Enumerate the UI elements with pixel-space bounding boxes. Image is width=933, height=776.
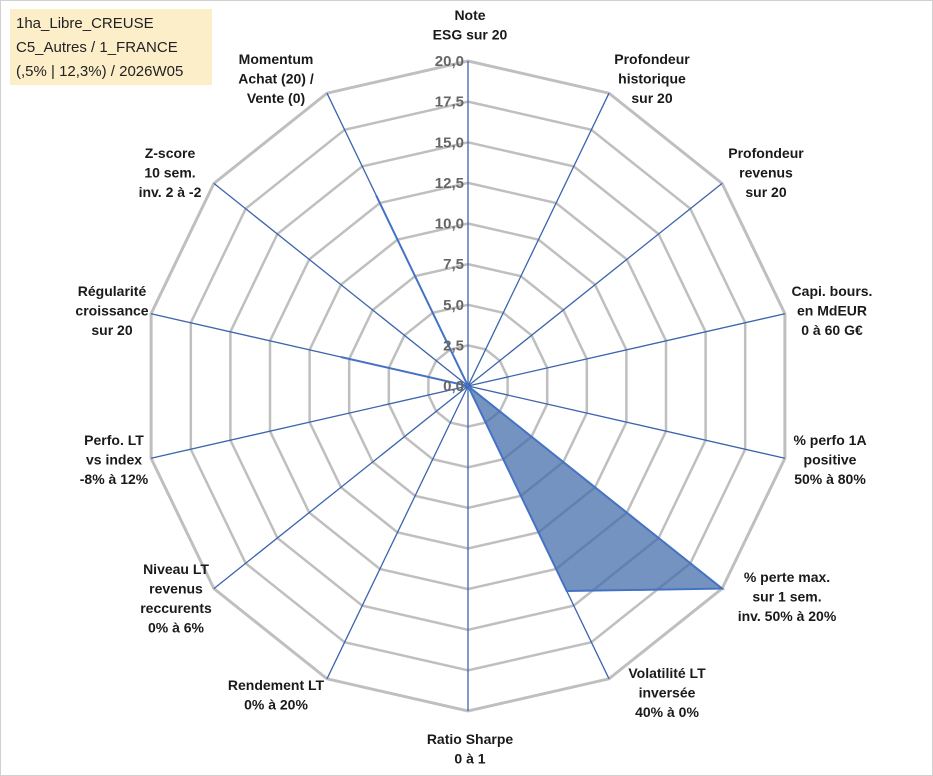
axis-label: Volatilité LT inversée 40% à 0% — [628, 665, 706, 720]
radar-spoke — [467, 92, 610, 387]
radar-spoke — [326, 385, 469, 680]
axis-label: Z-score 10 sem. inv. 2 à -2 — [139, 145, 202, 200]
tick-label: 7,5 — [443, 256, 464, 273]
chart-info-box: 1ha_Libre_CREUSE C5_Autres / 1_FRANCE (,… — [10, 9, 212, 85]
axis-label: Régularité croissance sur 20 — [75, 283, 148, 338]
axis-label: Capi. bours. en MdEUR 0 à 60 G€ — [792, 283, 873, 338]
tick-label: 15,0 — [435, 134, 464, 151]
radar-spoke — [467, 385, 786, 459]
series-point — [721, 587, 723, 590]
axis-label: Profondeur historique sur 20 — [614, 51, 690, 106]
axis-label: Momentum Achat (20) / Vente (0) — [238, 51, 314, 106]
radar-spoke — [213, 385, 469, 590]
axis-label: Ratio Sharpe 0 à 1 — [427, 731, 514, 767]
radar-spoke — [467, 313, 786, 387]
axis-label: % perfo 1A positive 50% à 80% — [793, 432, 866, 487]
radar-spoke — [467, 182, 723, 387]
tick-label: 12,5 — [435, 175, 464, 192]
series-point — [467, 385, 469, 387]
tick-label: 17,5 — [435, 94, 464, 111]
tick-label: 10,0 — [435, 216, 464, 233]
info-line-2: C5_Autres / 1_FRANCE — [16, 39, 178, 56]
series-point — [565, 590, 568, 592]
axis-label: Perfo. LT vs index -8% à 12% — [80, 432, 149, 487]
info-line-1: 1ha_Libre_CREUSE — [16, 15, 154, 32]
tick-label: 2,5 — [443, 337, 464, 354]
radar-spoke — [150, 385, 469, 459]
axis-labels: Note ESG sur 20 Profondeur historique sur 20… — [75, 7, 872, 767]
axis-label: Profondeur revenus sur 20 — [728, 145, 804, 200]
radar-series — [340, 194, 725, 593]
axis-label: % perte max. sur 1 sem. inv. 50% à 20% — [738, 569, 837, 624]
info-line-3: (,5% | 12,3%) / 2026W05 — [16, 63, 184, 80]
radar-spoke — [213, 182, 469, 387]
axis-label: Rendement LT 0% à 20% — [228, 677, 325, 713]
radial-tick-labels: 0,0 2,5 5,0 7,5 10,0 12,5 15,0 17,5 20,0 — [435, 53, 464, 395]
tick-label: 0,0 — [443, 378, 464, 395]
axis-label: Note ESG sur 20 — [433, 7, 508, 43]
series-point — [340, 356, 343, 358]
tick-label: 20,0 — [435, 53, 464, 70]
axis-label: Niveau LT revenus reccurents 0% à 6% — [140, 561, 212, 636]
series-point — [375, 194, 378, 197]
series-area — [341, 195, 725, 593]
tick-label: 5,0 — [443, 297, 464, 314]
